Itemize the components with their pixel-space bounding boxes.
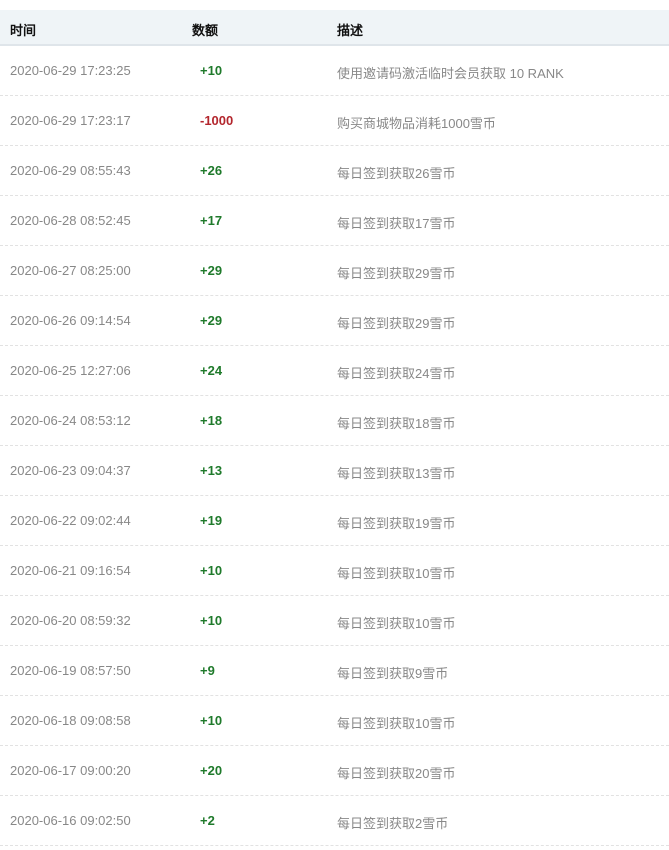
time-cell: 2020-06-29 17:23:17 <box>10 113 131 128</box>
amount-cell: +10 <box>200 613 223 628</box>
table-row: 2020-06-18 09:08:58 +10 每日签到获取10雪币 <box>0 696 669 746</box>
table-row: 2020-06-17 09:00:20 +20 每日签到获取20雪币 <box>0 746 669 796</box>
table-row: 2020-06-26 09:14:54 +29 每日签到获取29雪币 <box>0 296 669 346</box>
time-cell: 2020-06-25 12:27:06 <box>10 363 131 378</box>
table-row: 2020-06-21 09:16:54 +10 每日签到获取10雪币 <box>0 546 669 596</box>
table-row: 2020-06-22 09:02:44 +19 每日签到获取19雪币 <box>0 496 669 546</box>
time-cell: 2020-06-29 17:23:25 <box>10 63 131 78</box>
table-row: 2020-06-29 17:23:25 +10 使用邀请码激活临时会员获取 10 R… <box>0 46 669 96</box>
description-cell: 每日签到获取9雪币 <box>337 666 449 681</box>
table-row: 2020-06-23 09:04:37 +13 每日签到获取13雪币 <box>0 446 669 496</box>
table-row: 2020-06-29 17:23:17 -1000 购买商城物品消耗1000雪币 <box>0 96 669 146</box>
amount-cell: +19 <box>200 513 223 528</box>
amount-cell: +29 <box>200 263 223 278</box>
amount-cell: +17 <box>200 213 223 228</box>
transactions-table: 时间 数额 描述 2020-06-29 17:23:25 +10 使用邀请码激活临时… <box>0 10 669 846</box>
time-cell: 2020-06-20 08:59:32 <box>10 613 131 628</box>
description-cell: 每日签到获取17雪币 <box>337 216 456 231</box>
description-cell: 每日签到获取20雪币 <box>337 766 456 781</box>
table-row: 2020-06-27 08:25:00 +29 每日签到获取29雪币 <box>0 246 669 296</box>
description-cell: 每日签到获取29雪币 <box>337 316 456 331</box>
amount-cell: +10 <box>200 63 223 78</box>
header-description: 描述 <box>337 23 364 38</box>
time-cell: 2020-06-26 09:14:54 <box>10 313 131 328</box>
description-cell: 每日签到获取19雪币 <box>337 516 456 531</box>
description-cell: 每日签到获取10雪币 <box>337 616 456 631</box>
description-cell: 每日签到获取24雪币 <box>337 366 456 381</box>
table-header: 时间 数额 描述 <box>0 10 669 46</box>
table-row: 2020-06-20 08:59:32 +10 每日签到获取10雪币 <box>0 596 669 646</box>
description-cell: 每日签到获取13雪币 <box>337 466 456 481</box>
table-row: 2020-06-16 09:02:50 +2 每日签到获取2雪币 <box>0 796 669 846</box>
time-cell: 2020-06-27 08:25:00 <box>10 263 131 278</box>
description-cell: 每日签到获取2雪币 <box>337 816 449 831</box>
table-row: 2020-06-28 08:52:45 +17 每日签到获取17雪币 <box>0 196 669 246</box>
header-amount: 数额 <box>192 23 219 38</box>
table-row: 2020-06-19 08:57:50 +9 每日签到获取9雪币 <box>0 646 669 696</box>
description-cell: 每日签到获取10雪币 <box>337 716 456 731</box>
time-cell: 2020-06-17 09:00:20 <box>10 763 131 778</box>
amount-cell: +29 <box>200 313 223 328</box>
table-row: 2020-06-25 12:27:06 +24 每日签到获取24雪币 <box>0 346 669 396</box>
amount-cell: +20 <box>200 763 223 778</box>
time-cell: 2020-06-29 08:55:43 <box>10 163 131 178</box>
time-cell: 2020-06-24 08:53:12 <box>10 413 131 428</box>
description-cell: 每日签到获取26雪币 <box>337 166 456 181</box>
amount-cell: +9 <box>200 663 215 678</box>
table-body: 2020-06-29 17:23:25 +10 使用邀请码激活临时会员获取 10 R… <box>0 46 669 846</box>
time-cell: 2020-06-23 09:04:37 <box>10 463 131 478</box>
description-cell: 每日签到获取18雪币 <box>337 416 456 431</box>
amount-cell: +24 <box>200 363 223 378</box>
header-time: 时间 <box>10 23 37 38</box>
time-cell: 2020-06-16 09:02:50 <box>10 813 131 828</box>
time-cell: 2020-06-21 09:16:54 <box>10 563 131 578</box>
table-row: 2020-06-24 08:53:12 +18 每日签到获取18雪币 <box>0 396 669 446</box>
description-cell: 购买商城物品消耗1000雪币 <box>337 116 496 131</box>
description-cell: 每日签到获取10雪币 <box>337 566 456 581</box>
amount-cell: +26 <box>200 163 223 178</box>
time-cell: 2020-06-19 08:57:50 <box>10 663 131 678</box>
description-cell: 使用邀请码激活临时会员获取 10 RANK <box>337 66 564 81</box>
amount-cell: +18 <box>200 413 223 428</box>
time-cell: 2020-06-18 09:08:58 <box>10 713 131 728</box>
time-cell: 2020-06-28 08:52:45 <box>10 213 131 228</box>
amount-cell: +2 <box>200 813 215 828</box>
table-row: 2020-06-29 08:55:43 +26 每日签到获取26雪币 <box>0 146 669 196</box>
time-cell: 2020-06-22 09:02:44 <box>10 513 131 528</box>
amount-cell: +13 <box>200 463 223 478</box>
amount-cell: -1000 <box>200 113 234 128</box>
amount-cell: +10 <box>200 713 223 728</box>
amount-cell: +10 <box>200 563 223 578</box>
description-cell: 每日签到获取29雪币 <box>337 266 456 281</box>
